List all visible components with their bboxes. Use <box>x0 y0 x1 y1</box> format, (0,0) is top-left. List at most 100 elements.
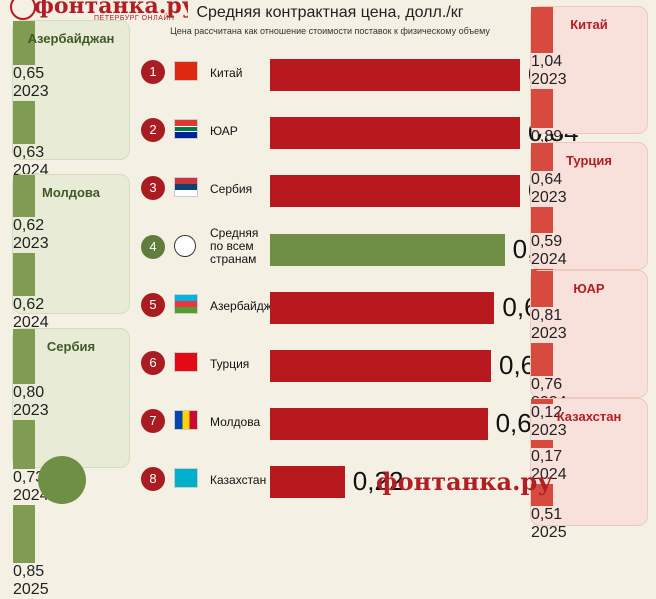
mini-bar <box>531 440 553 448</box>
watermark: фонтанка.ру <box>376 467 553 496</box>
country-label: Средняя по всем странам <box>210 226 259 266</box>
mini-bar <box>13 21 35 66</box>
rank-badge: 5 <box>141 293 165 317</box>
mini-bar <box>531 342 553 377</box>
year-label: 2023 <box>13 83 49 101</box>
value-bar <box>270 175 520 207</box>
country-label: Сербия <box>210 182 253 196</box>
panel-title: Турция <box>565 153 612 168</box>
value-bar <box>270 350 491 382</box>
mini-value-label: 0,89 <box>531 128 563 146</box>
globe-icon <box>174 235 196 257</box>
panel-title: Китай <box>570 17 608 32</box>
rank-badge: 4 <box>141 235 165 259</box>
ranking-row: 3Сербия0,79 <box>140 169 579 217</box>
flag-icon <box>174 352 198 372</box>
mini-value-label: 0,81 <box>531 306 563 324</box>
country-label: Китай <box>210 66 243 80</box>
value-bar <box>270 59 520 91</box>
ranking-row: 2ЮАР0,84 <box>140 111 579 159</box>
mini-bar <box>13 419 35 470</box>
mini-bar <box>531 89 553 129</box>
value-bar <box>270 117 520 149</box>
year-label: 2024 <box>13 313 49 331</box>
mini-bar <box>531 7 553 53</box>
country-label: Азербайджан <box>210 299 286 313</box>
year-label: 2025 <box>531 524 567 542</box>
ranking-row: 7 Молдова 0,64 <box>140 402 546 450</box>
mini-value-label: 0,64 <box>531 171 563 189</box>
year-label: 2023 <box>531 189 567 207</box>
chart-subtitle: Цена рассчитана как отношение стоимости … <box>170 26 490 36</box>
year-label: 2023 <box>13 235 49 253</box>
flag-icon <box>174 61 198 81</box>
mini-panel: Казахстан 0,12 2023 0,17 2024 0,51 2025 <box>530 398 648 541</box>
country-label: Молдова <box>210 415 261 429</box>
rank-badge: 3 <box>141 176 165 200</box>
year-label: 2023 <box>13 401 49 419</box>
mini-bar <box>531 143 553 172</box>
rank-badge: 2 <box>141 118 165 142</box>
mini-value-label: 0,63 <box>13 144 45 162</box>
panel-title: Казахстан <box>556 409 622 424</box>
rank-badge: 1 <box>141 60 165 84</box>
value-bar <box>270 466 345 498</box>
mini-value-label: 0,62 <box>13 295 45 313</box>
mini-value-label: 0,51 <box>531 506 563 524</box>
mini-bar <box>13 329 35 384</box>
mini-value-label: 0,80 <box>13 383 45 401</box>
panel-title: Азербайджан <box>27 31 115 46</box>
flag-icon <box>174 294 198 314</box>
logo-brand: фонтанка.ру <box>34 0 188 19</box>
logo: фонтанка.ру ПЕТЕРБУРГ ОНЛАЙН <box>8 0 188 24</box>
leaf-decoration-icon <box>38 456 86 504</box>
value-bar <box>270 234 505 266</box>
mini-value-label: 0,12 <box>531 404 563 422</box>
logo-sub: ПЕТЕРБУРГ ОНЛАЙН <box>94 15 175 22</box>
panel-title: ЮАР <box>573 281 605 296</box>
mini-value-label: 0,62 <box>13 217 45 235</box>
mini-value-label: 0,76 <box>531 376 563 394</box>
country-label: ЮАР <box>210 124 238 138</box>
mini-bar <box>13 505 35 564</box>
value-bar <box>270 408 488 440</box>
ranking-row: 6 Турция 0,65 <box>140 344 550 392</box>
year-label: 2023 <box>531 324 567 342</box>
year-label: 2023 <box>531 71 567 88</box>
panel-title: Молдова <box>42 185 100 200</box>
country-label: Казахстан <box>210 473 267 487</box>
rank-badge: 7 <box>141 409 165 433</box>
mini-value-label: 0,85 <box>13 563 45 581</box>
rank-badge: 8 <box>141 467 165 491</box>
value-label: 0,22 <box>352 466 404 496</box>
flag-icon <box>174 177 198 197</box>
mini-bar <box>13 101 35 145</box>
ranking-row: 5 Азербайджан 0,66 <box>140 286 553 334</box>
mini-panel: Сербия 0,80 2023 0,73 2024 0,85 2025 <box>12 328 130 598</box>
mini-value-label: 0,73 <box>13 469 45 487</box>
mini-bar <box>531 399 553 405</box>
panel-title: Сербия <box>46 339 96 354</box>
flag-icon <box>174 119 198 139</box>
mini-bar <box>13 175 35 218</box>
mini-value-label: 0,59 <box>531 233 563 251</box>
year-label: 2025 <box>13 581 49 599</box>
mini-value-label: 0,65 <box>13 65 45 83</box>
country-label: Турция <box>210 357 250 371</box>
year-label: 2024 <box>531 251 567 269</box>
mini-value-label: 1,04 <box>531 53 563 70</box>
year-label: 2024 <box>531 465 567 483</box>
mini-bar <box>13 253 35 296</box>
mini-bar <box>531 207 553 234</box>
value-bar <box>270 292 495 324</box>
flag-icon <box>174 468 198 488</box>
year-label: 2023 <box>531 422 567 440</box>
flag-icon <box>174 410 198 430</box>
logo-mark-icon <box>10 0 36 20</box>
